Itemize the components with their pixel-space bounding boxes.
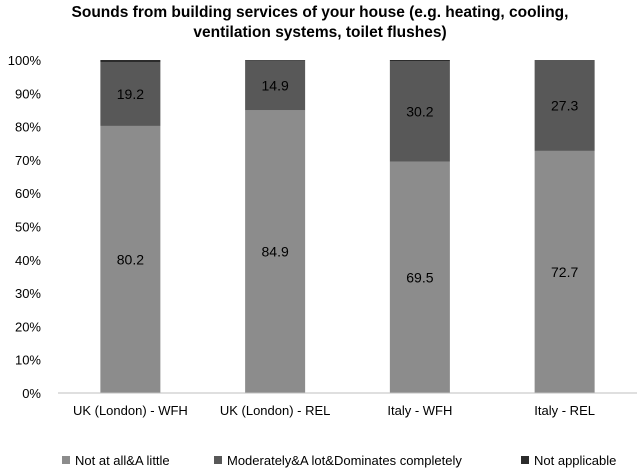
category-label: Italy - REL [534,403,595,418]
y-tick-label: 30% [15,286,41,301]
data-label: 69.5 [406,269,433,285]
legend-swatch [214,456,222,464]
y-tick-label: 0% [22,386,41,401]
bar-segment [389,60,450,61]
legend-label: Not at all&A little [75,453,170,468]
bar-segment [534,150,595,393]
bar-segment [100,61,161,126]
data-label: 84.9 [262,244,289,260]
bar-segment [389,161,450,393]
y-tick-label: 10% [15,353,41,368]
legend-swatch [521,456,529,464]
category-label: Italy - WFH [387,403,452,418]
y-tick-label: 20% [15,319,41,334]
data-label: 80.2 [117,251,144,267]
bar-segment [245,60,306,111]
bar-segment [534,60,595,151]
category-label: UK (London) - REL [220,403,331,418]
bar-segment [245,110,306,394]
bars-group: 80.2 19.2 84.9 14.9 69.5 30.2 72.7 27.3 [100,60,595,394]
data-label: 72.7 [551,264,578,280]
legend-label: Not applicable [534,453,616,468]
legend-label: Moderately&A lot&Dominates completely [227,453,462,468]
y-tick-label: 70% [15,153,41,168]
data-label: 30.2 [406,103,433,119]
y-axis: 0% 10% 20% 30% 40% 50% 60% 70% 80% 90% 100% [8,53,42,401]
y-tick-label: 90% [15,86,41,101]
y-tick-label: 60% [15,186,41,201]
bar-segment [389,60,450,162]
data-label: 19.2 [117,86,144,102]
legend-swatch [62,456,70,464]
category-label: UK (London) - WFH [73,403,188,418]
bar-segment [100,125,161,394]
chart-title-line-1: Sounds from building services of your ho… [72,4,569,21]
chart-title-line-2: ventilation systems, toilet flushes) [193,24,446,41]
data-label: 27.3 [551,97,578,113]
y-tick-label: 50% [15,220,41,235]
bar-segment [245,60,306,61]
legend: Not at all&A little Moderately&A lot&Domi… [62,453,616,468]
y-tick-label: 80% [15,120,41,135]
data-label: 14.9 [262,77,289,93]
bar-segment [100,60,161,62]
y-tick-label: 40% [15,253,41,268]
y-tick-label: 100% [8,53,42,68]
x-axis: UK (London) - WFH UK (London) - REL Italy … [73,403,595,418]
